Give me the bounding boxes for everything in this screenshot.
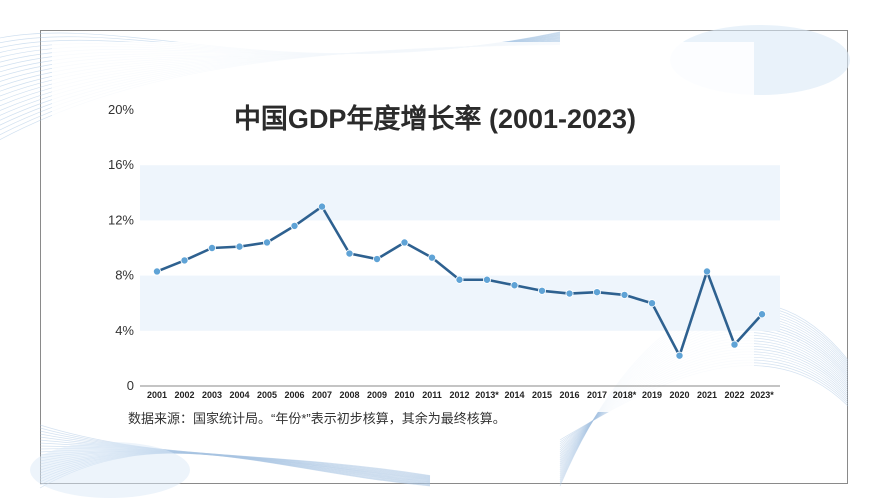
x-axis: 2001 2002 2003 2004 2005 2006 2007 2008 2009 2010…	[147, 390, 774, 400]
source-note: 数据来源：国家统计局。“年份*”表示初步核算，其余为最终核算。	[128, 411, 506, 426]
data-point	[290, 221, 299, 230]
x-tick-label: 2018*	[613, 390, 637, 400]
data-point	[538, 286, 547, 295]
data-point	[758, 310, 767, 319]
x-tick-label: 2013*	[475, 390, 499, 400]
data-point	[455, 275, 464, 284]
x-tick-label: 2008	[339, 390, 359, 400]
y-axis: 0 4% 8% 12% 16% 20%	[108, 102, 134, 393]
x-tick-label: 2012	[449, 390, 469, 400]
data-point	[648, 299, 657, 308]
data-point	[703, 267, 712, 276]
x-tick-label: 2009	[367, 390, 387, 400]
data-point	[593, 288, 602, 297]
data-point	[730, 340, 739, 349]
x-tick-label: 2007	[312, 390, 332, 400]
y-tick-label: 4%	[115, 323, 134, 338]
data-point	[372, 255, 381, 264]
decor-glow	[30, 442, 190, 498]
y-tick-label: 8%	[115, 268, 134, 283]
x-tick-label: 2023*	[750, 390, 774, 400]
y-tick-label: 16%	[108, 157, 134, 172]
grid-band	[140, 165, 780, 221]
x-tick-label: 2015	[532, 390, 552, 400]
series-markers	[152, 202, 767, 360]
data-point	[317, 202, 326, 211]
data-point	[207, 243, 216, 252]
decor-wave	[39, 424, 431, 476]
x-tick-label: 2020	[669, 390, 689, 400]
x-tick-label: 2021	[697, 390, 717, 400]
data-point	[180, 256, 189, 265]
data-point	[152, 267, 161, 276]
data-point	[262, 238, 271, 247]
data-point	[620, 290, 629, 299]
data-point	[565, 289, 574, 298]
x-tick-label: 2006	[284, 390, 304, 400]
chart-panel	[52, 42, 754, 412]
x-tick-label: 2003	[202, 390, 222, 400]
data-point	[345, 249, 354, 258]
x-tick-label: 2005	[257, 390, 277, 400]
y-tick-label: 12%	[108, 212, 134, 227]
grid-bands	[140, 165, 780, 331]
chart-title: 中国GDP年度增长率 (2001-2023)	[234, 103, 636, 134]
x-tick-label: 2016	[559, 390, 579, 400]
x-tick-label: 2004	[229, 390, 249, 400]
x-tick-label: 2017	[587, 390, 607, 400]
x-tick-label: 2001	[147, 390, 167, 400]
x-tick-label: 2014	[504, 390, 524, 400]
y-tick-label: 0	[127, 378, 134, 393]
data-point	[675, 351, 684, 360]
x-tick-label: 2011	[422, 390, 442, 400]
grid-band	[140, 275, 780, 331]
data-point	[482, 275, 491, 284]
x-tick-label: 2022	[724, 390, 744, 400]
data-point	[235, 242, 244, 251]
data-point	[427, 253, 436, 262]
y-tick-label: 20%	[108, 102, 134, 117]
x-tick-label: 2010	[394, 390, 414, 400]
x-tick-label: 2002	[174, 390, 194, 400]
x-tick-label: 2019	[642, 390, 662, 400]
data-point	[510, 281, 519, 290]
data-point	[400, 238, 409, 247]
